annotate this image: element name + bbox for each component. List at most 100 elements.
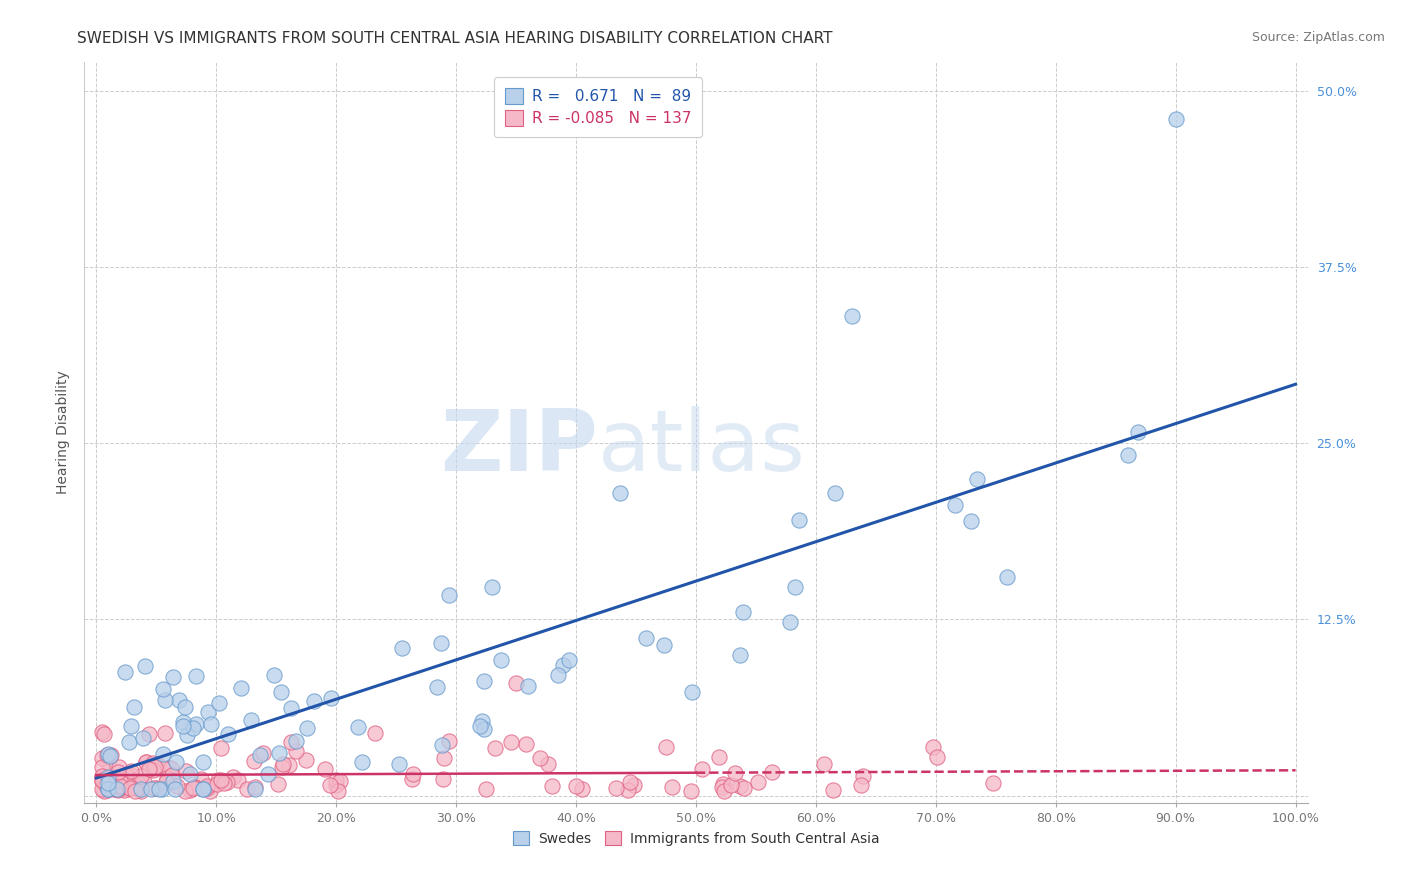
Point [138, 762, 160, 776]
Point [169, 692, 191, 706]
Point [157, 761, 180, 775]
Point [162, 768, 184, 782]
Point [551, 657, 574, 672]
Point [516, 679, 538, 693]
Point [605, 781, 627, 796]
Point [183, 780, 205, 795]
Point [617, 783, 640, 797]
Point [609, 485, 631, 500]
Point [145, 780, 167, 795]
Point [849, 778, 872, 792]
Point [921, 739, 943, 754]
Point [484, 740, 506, 755]
Point [197, 705, 219, 719]
Point [132, 731, 155, 745]
Point [159, 761, 181, 775]
Point [152, 761, 174, 775]
Point [314, 763, 336, 777]
Point [966, 472, 988, 486]
Point [96, 783, 118, 797]
Point [350, 755, 373, 769]
Point [138, 727, 160, 741]
Point [172, 715, 194, 730]
Point [474, 781, 496, 796]
Point [152, 747, 174, 761]
Point [120, 781, 142, 796]
Point [91, 759, 114, 773]
Point [432, 772, 454, 787]
Point [142, 756, 165, 770]
Point [134, 659, 156, 673]
Point [733, 605, 755, 619]
Point [720, 778, 742, 792]
Point [114, 768, 136, 782]
Point [135, 755, 157, 769]
Legend: Swedes, Immigrants from South Central Asia: Swedes, Immigrants from South Central As… [508, 825, 884, 851]
Point [280, 734, 302, 748]
Point [278, 758, 301, 772]
Point [329, 774, 352, 789]
Point [710, 780, 733, 794]
Point [186, 668, 208, 682]
Point [183, 780, 205, 794]
Point [231, 681, 253, 695]
Point [145, 760, 167, 774]
Point [432, 739, 454, 753]
Point [124, 784, 146, 798]
Point [713, 783, 735, 797]
Point [120, 767, 142, 781]
Point [148, 781, 170, 796]
Point [236, 781, 259, 796]
Point [162, 670, 184, 684]
Point [347, 720, 370, 734]
Point [1164, 112, 1187, 126]
Point [960, 514, 983, 528]
Point [103, 782, 125, 797]
Point [93, 783, 115, 797]
Point [214, 775, 236, 789]
Point [91, 773, 114, 788]
Point [925, 750, 948, 764]
Point [174, 764, 197, 778]
Point [207, 772, 229, 787]
Point [711, 777, 734, 791]
Point [319, 691, 342, 706]
Point [269, 746, 291, 760]
Point [179, 766, 201, 780]
Point [217, 727, 239, 741]
Point [571, 781, 593, 796]
Point [209, 772, 232, 787]
Point [681, 784, 703, 798]
Point [179, 782, 201, 797]
Point [97, 747, 120, 761]
Point [124, 780, 146, 794]
Point [943, 498, 966, 512]
Point [96, 747, 118, 762]
Point [724, 765, 747, 780]
Point [619, 775, 641, 789]
Point [100, 748, 122, 763]
Point [200, 716, 222, 731]
Point [252, 746, 274, 760]
Point [302, 693, 325, 707]
Point [117, 781, 139, 796]
Point [155, 693, 177, 707]
Point [165, 781, 187, 796]
Point [195, 779, 218, 793]
Point [564, 780, 586, 794]
Point [363, 726, 385, 740]
Point [191, 781, 214, 796]
Point [529, 751, 551, 765]
Point [97, 770, 120, 784]
Text: Source: ZipAtlas.com: Source: ZipAtlas.com [1251, 31, 1385, 45]
Y-axis label: Hearing Disability: Hearing Disability [56, 371, 70, 494]
Point [540, 780, 562, 794]
Point [1126, 425, 1149, 440]
Point [709, 749, 731, 764]
Point [728, 779, 751, 793]
Point [318, 778, 340, 792]
Point [91, 725, 114, 739]
Point [249, 748, 271, 763]
Point [813, 757, 835, 772]
Point [91, 781, 114, 796]
